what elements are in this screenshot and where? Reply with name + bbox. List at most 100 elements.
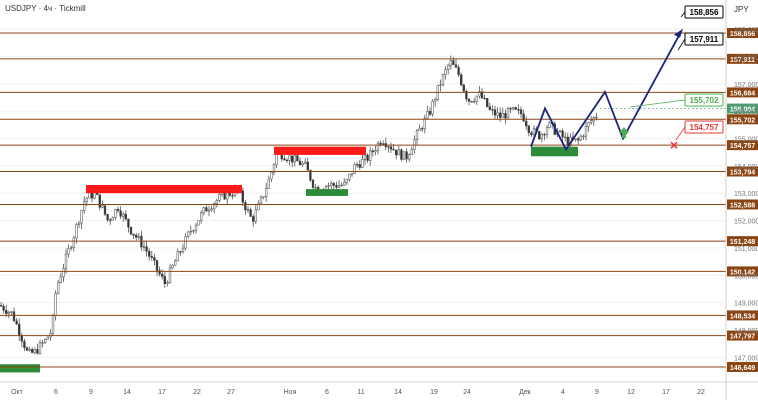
candle-body — [478, 91, 481, 97]
candle-body — [421, 128, 424, 130]
target-2-pointer — [677, 38, 686, 51]
candle-body — [267, 178, 270, 189]
candle-body — [200, 212, 203, 221]
candle-body — [85, 197, 88, 202]
stop-level-box — [684, 120, 724, 134]
level-tag — [727, 87, 758, 98]
target-1-box — [684, 5, 724, 19]
candle-body — [44, 338, 47, 343]
candle-body — [168, 267, 172, 283]
candle-body — [491, 109, 494, 111]
candle-body — [189, 230, 192, 233]
candle-body — [12, 311, 16, 322]
candle-body — [397, 149, 400, 156]
candle-body — [501, 113, 504, 118]
y-tick-label: 148,000 — [734, 328, 758, 335]
candle-body — [80, 210, 83, 224]
candle-body — [410, 149, 413, 155]
candle-body — [259, 196, 263, 204]
candle-body — [145, 246, 148, 252]
candle-body — [577, 138, 580, 141]
candle-body — [116, 209, 120, 211]
candle-body — [345, 179, 348, 183]
candle-body — [483, 97, 486, 100]
x-tick-label: 14 — [394, 389, 402, 396]
candle-body — [64, 253, 68, 269]
candle-body — [135, 235, 138, 238]
stop-cross-icon — [670, 141, 678, 149]
candle-body — [28, 349, 31, 351]
candle-body — [311, 179, 315, 188]
candle-body — [369, 150, 372, 161]
candle-body — [109, 219, 112, 221]
y-tick-label: 158,000 — [734, 54, 758, 61]
candle-body — [441, 74, 445, 85]
candle-body — [194, 224, 198, 231]
level-tag — [727, 361, 758, 372]
level-tag-label: 152,588 — [730, 202, 755, 209]
candle-body — [161, 273, 164, 277]
candle-body — [54, 292, 57, 316]
buy-level-box — [684, 93, 724, 107]
candle-body — [428, 111, 432, 115]
candle-body — [205, 207, 208, 212]
candle-body — [166, 282, 169, 284]
x-tick-label: 27 — [227, 389, 235, 396]
candle-body — [257, 202, 260, 211]
candle-body — [447, 64, 450, 70]
level-tag-label: 154,757 — [730, 143, 755, 150]
candle-body — [124, 213, 127, 220]
candle-body — [215, 199, 218, 204]
candle-body — [158, 270, 161, 275]
candle-body — [174, 260, 177, 266]
candle-body — [579, 135, 582, 141]
candle-body — [439, 84, 442, 86]
candle-body — [408, 154, 411, 160]
candle-body — [449, 60, 452, 66]
candle-body — [327, 185, 330, 187]
candle-body — [114, 209, 117, 218]
candle-body — [340, 184, 343, 187]
candle-body — [176, 251, 179, 262]
resistance-zone — [86, 185, 242, 194]
candle-body — [111, 217, 114, 221]
stop-level-pointer — [675, 126, 686, 141]
candle-body — [418, 128, 421, 132]
current-price-tag — [727, 103, 758, 114]
candle-body — [88, 192, 91, 199]
candles — [0, 55, 598, 355]
x-tick-label: 12 — [627, 389, 635, 396]
forecast — [530, 28, 683, 152]
candle-body — [376, 142, 380, 151]
forecast-line — [530, 31, 682, 152]
level-tag — [727, 236, 758, 247]
candle-body — [171, 264, 174, 269]
candle-body — [543, 134, 546, 136]
candle-body — [525, 120, 528, 127]
candle-body — [15, 320, 18, 325]
candle-body — [272, 164, 276, 173]
candle-body — [514, 107, 517, 110]
candle-body — [90, 192, 94, 199]
candle-body — [298, 160, 302, 166]
candle-body — [314, 187, 317, 189]
resistance-zone — [274, 146, 366, 155]
candle-body — [72, 237, 75, 248]
candle-body — [77, 222, 81, 225]
candle-body — [103, 205, 107, 215]
x-tick-label: 24 — [463, 389, 471, 396]
candle-body — [127, 218, 130, 228]
candle-body — [527, 125, 530, 133]
candle-body — [155, 260, 159, 271]
candle-body — [348, 173, 351, 180]
candle-body — [10, 311, 13, 313]
x-tick-label: Дек — [519, 389, 532, 396]
x-tick-label: Ноя — [284, 389, 297, 396]
y-tick-label: 150,000 — [734, 273, 758, 280]
candle-body — [31, 349, 34, 353]
candle-body — [392, 148, 395, 151]
candle-body — [363, 154, 367, 160]
y-tick-label: 154,000 — [734, 164, 758, 171]
x-tick-label: 14 — [123, 389, 131, 396]
